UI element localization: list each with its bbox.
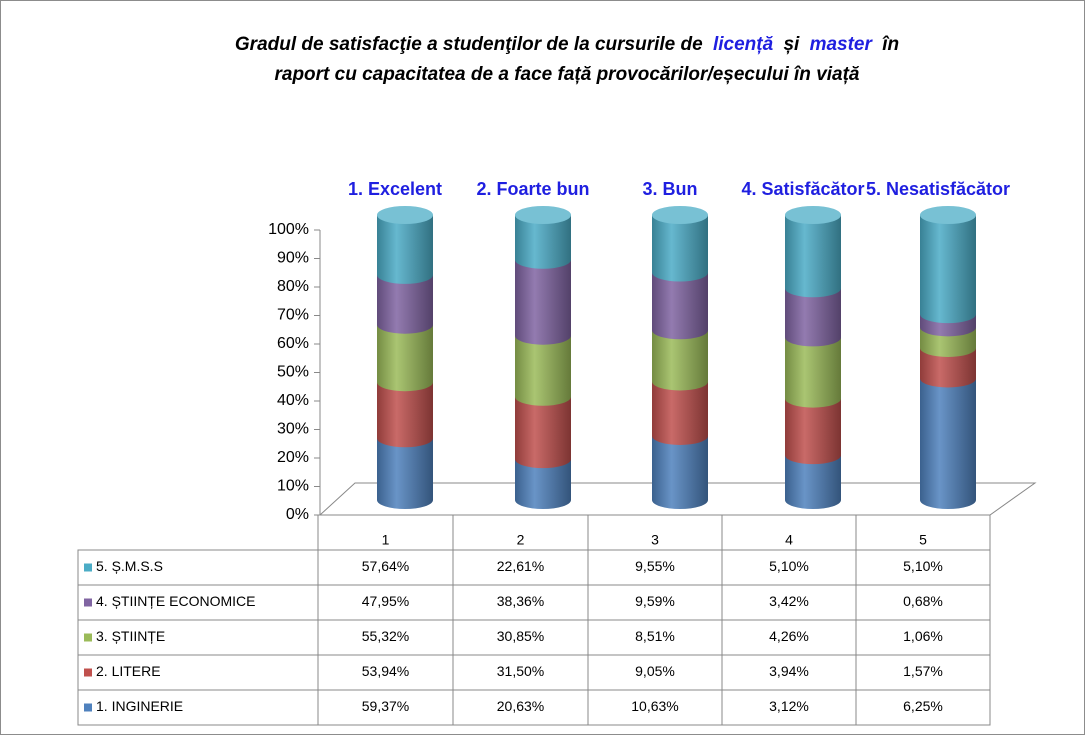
data-label: 59,37% bbox=[362, 698, 409, 714]
y-tick-label: 30% bbox=[277, 421, 309, 438]
y-tick-label: 0% bbox=[286, 506, 309, 523]
cylinder-segment bbox=[377, 438, 433, 509]
cylinder-segment bbox=[377, 382, 434, 448]
chart-title: raport cu capacitatea de a face față pro… bbox=[274, 64, 859, 85]
y-tick-label: 70% bbox=[277, 307, 309, 324]
cylinder-segment bbox=[652, 381, 708, 445]
cylinder-segment bbox=[785, 398, 841, 465]
data-label: 4,26% bbox=[769, 628, 809, 644]
legend-swatch bbox=[84, 598, 92, 607]
table-row bbox=[77, 549, 991, 586]
data-label: 5,10% bbox=[769, 558, 809, 574]
data-label: 6,25% bbox=[903, 698, 943, 714]
legend-swatch bbox=[84, 563, 92, 572]
cylinder-top bbox=[515, 206, 571, 224]
y-tick-label: 90% bbox=[277, 250, 309, 267]
legend-swatch bbox=[84, 703, 92, 712]
cylinder-segment bbox=[785, 288, 841, 347]
data-label: 1,06% bbox=[903, 628, 943, 644]
y-tick-label: 20% bbox=[277, 449, 309, 466]
x-tick-label: 5 bbox=[919, 532, 927, 548]
cylinder-segment bbox=[652, 330, 708, 391]
y-tick-label: 50% bbox=[277, 364, 309, 381]
legend-label: 3. ȘTIINȚE bbox=[96, 628, 165, 644]
data-label: 57,64% bbox=[362, 558, 409, 574]
cylinder-segment bbox=[785, 215, 841, 298]
title-part: și bbox=[783, 34, 800, 55]
cylinder-segment bbox=[920, 347, 976, 388]
data-label: 47,95% bbox=[362, 593, 409, 609]
cylinder-segment bbox=[785, 337, 841, 408]
legend-swatch bbox=[84, 633, 92, 642]
annotation: 3. Bun bbox=[642, 179, 697, 199]
y-tick-label: 100% bbox=[268, 221, 309, 238]
legend-swatch bbox=[84, 668, 92, 677]
y-tick-label: 10% bbox=[277, 478, 309, 495]
data-label: 3,12% bbox=[769, 698, 809, 714]
cylinder-segment bbox=[652, 272, 708, 340]
cylinder-segment bbox=[515, 396, 571, 469]
y-tick-label: 60% bbox=[277, 335, 309, 352]
cylinder-segment bbox=[920, 378, 976, 509]
cylinder-top bbox=[377, 206, 433, 224]
data-label: 31,50% bbox=[497, 663, 544, 679]
annotation: 4. Satisfăcător bbox=[741, 179, 864, 199]
annotation: 1. Excelent bbox=[348, 179, 442, 199]
title-part: licență bbox=[713, 34, 774, 55]
data-label: 38,36% bbox=[497, 593, 544, 609]
data-label: 9,55% bbox=[635, 558, 675, 574]
data-label: 22,61% bbox=[497, 558, 544, 574]
y-tick-label: 80% bbox=[277, 278, 309, 295]
y-tick-label: 40% bbox=[277, 392, 309, 409]
data-label: 5,10% bbox=[903, 558, 943, 574]
cylinder-segment bbox=[515, 335, 571, 406]
legend-label: 5. Ș.M.S.S bbox=[96, 558, 163, 574]
x-tick-label: 1 bbox=[382, 532, 390, 548]
data-label: 8,51% bbox=[635, 628, 675, 644]
x-tick-label: 2 bbox=[517, 532, 525, 548]
data-label: 20,63% bbox=[497, 698, 544, 714]
data-label: 30,85% bbox=[497, 628, 544, 644]
data-label: 1,57% bbox=[903, 663, 943, 679]
cylinder-segment bbox=[652, 435, 708, 509]
chart-title: Gradul de satisfacţie a studenţilor de l… bbox=[235, 34, 899, 55]
legend-label: 4. ȘTIINȚE ECONOMICE bbox=[96, 593, 255, 609]
cylinder-segment bbox=[920, 215, 976, 324]
data-label: 9,59% bbox=[635, 593, 675, 609]
data-label: 0,68% bbox=[903, 593, 943, 609]
data-label: 53,94% bbox=[362, 663, 409, 679]
title-part: Gradul de satisfacţie a studenţilor de l… bbox=[235, 34, 703, 55]
annotation: 5. Nesatisfăcător bbox=[866, 179, 1010, 199]
annotation: 2. Foarte bun bbox=[476, 179, 589, 199]
data-label: 55,32% bbox=[362, 628, 409, 644]
title-part: master bbox=[810, 34, 874, 55]
cylinder-segment bbox=[515, 259, 571, 345]
data-label: 9,05% bbox=[635, 663, 675, 679]
cylinder-segment bbox=[377, 215, 434, 284]
legend-label: 1. INGINERIE bbox=[96, 698, 183, 714]
cylinder-top bbox=[652, 206, 708, 224]
data-label: 10,63% bbox=[631, 698, 678, 714]
x-tick-label: 3 bbox=[651, 532, 659, 548]
cylinder-segment bbox=[652, 215, 708, 282]
data-label: 3,42% bbox=[769, 593, 809, 609]
data-label: 3,94% bbox=[769, 663, 809, 679]
cylinder-segment bbox=[515, 215, 571, 269]
legend-label: 2. LITERE bbox=[96, 663, 161, 679]
title-part: în bbox=[882, 34, 899, 55]
cylinder-segment bbox=[377, 324, 434, 392]
cylinder-segment bbox=[785, 455, 841, 509]
cylinder-top bbox=[920, 206, 976, 224]
cylinder-top bbox=[785, 206, 841, 224]
cylinder-segment bbox=[515, 459, 571, 509]
x-tick-label: 4 bbox=[785, 532, 793, 548]
cylinder-segment bbox=[377, 274, 434, 334]
